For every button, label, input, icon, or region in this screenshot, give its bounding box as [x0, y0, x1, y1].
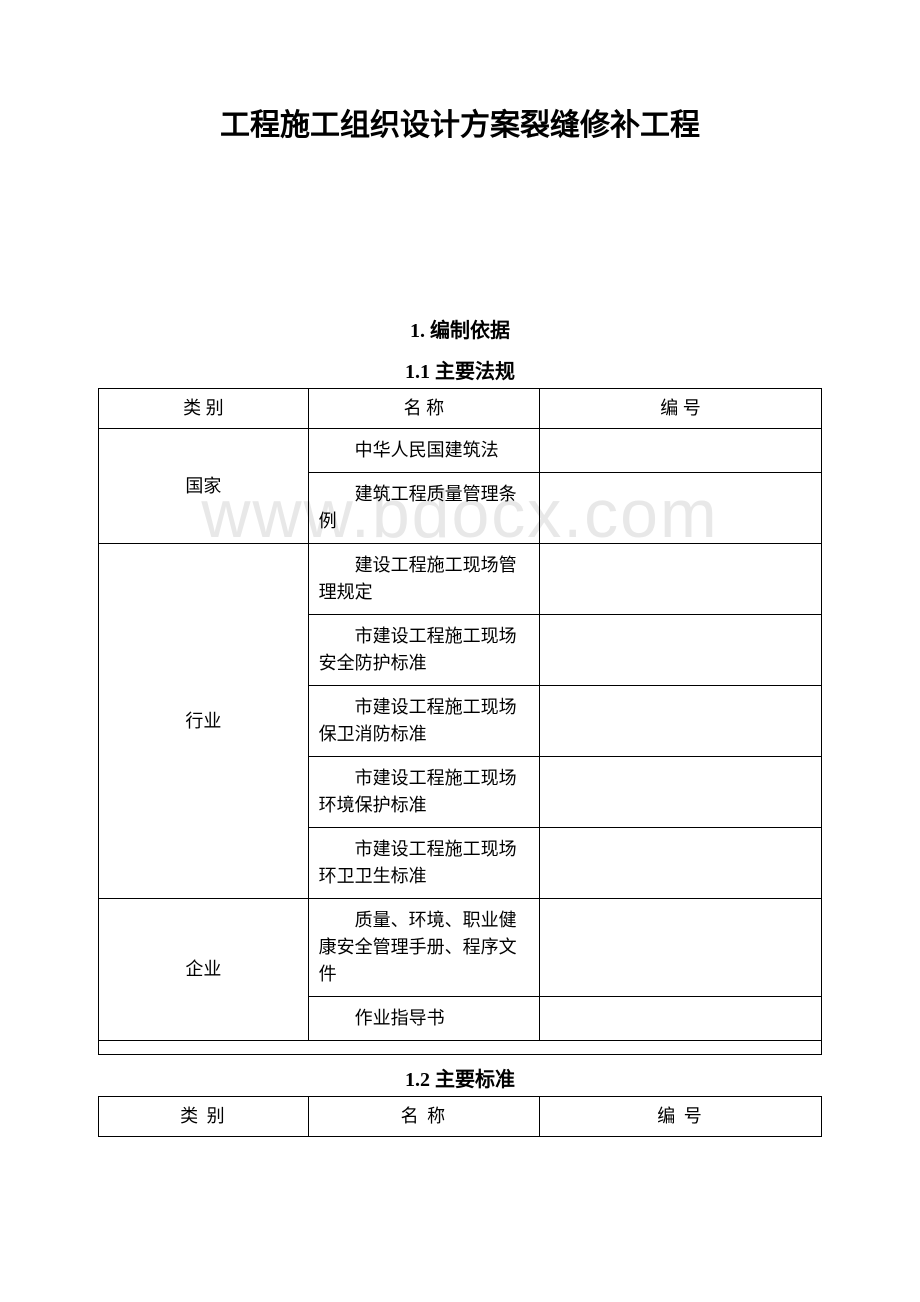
- cell-name: 质量、环境、职业健康安全管理手册、程序文件: [308, 899, 539, 997]
- cell-name: 建设工程施工现场管理规定: [308, 544, 539, 615]
- header-category: 类 别: [99, 389, 309, 429]
- table-header-row: 类 别 名 称 编 号: [99, 389, 822, 429]
- subsection-1-2-heading: 1.2 主要标准: [98, 1063, 822, 1092]
- cell-category: 国家: [99, 429, 309, 544]
- cell-name: 市建设工程施工现场保卫消防标准: [308, 686, 539, 757]
- table-row: 行业 建设工程施工现场管理规定: [99, 544, 822, 615]
- cell-number: [540, 615, 822, 686]
- table-standards: 类 别 名 称 编 号: [98, 1096, 822, 1137]
- cell-category: 企业: [99, 899, 309, 1041]
- cell-number: [540, 544, 822, 615]
- table-regulations: 类 别 名 称 编 号 国家 中华人民国建筑法 建筑工程质量管理条例 行业 建设…: [98, 388, 822, 1055]
- cell-name: 市建设工程施工现场环卫卫生标准: [308, 828, 539, 899]
- table-header-row: 类 别 名 称 编 号: [99, 1097, 822, 1137]
- cell-number: [540, 997, 822, 1041]
- cell-name: 作业指导书: [308, 997, 539, 1041]
- table-row: 国家 中华人民国建筑法: [99, 429, 822, 473]
- header-name: 名 称: [308, 1097, 539, 1137]
- cell-empty: [99, 1041, 822, 1055]
- cell-name: 市建设工程施工现场环境保护标准: [308, 757, 539, 828]
- cell-number: [540, 686, 822, 757]
- cell-category: 行业: [99, 544, 309, 899]
- table-empty-row: [99, 1041, 822, 1055]
- cell-name: 中华人民国建筑法: [308, 429, 539, 473]
- header-name: 名 称: [308, 389, 539, 429]
- header-number: 编 号: [540, 1097, 822, 1137]
- document-content: 工程施工组织设计方案裂缝修补工程 1. 编制依据 1.1 主要法规 类 别 名 …: [98, 100, 822, 1137]
- section-1-heading: 1. 编制依据: [98, 314, 822, 343]
- cell-number: [540, 473, 822, 544]
- table-row: 企业 质量、环境、职业健康安全管理手册、程序文件: [99, 899, 822, 997]
- cell-number: [540, 429, 822, 473]
- header-number: 编 号: [540, 389, 822, 429]
- subsection-1-1-heading: 1.1 主要法规: [98, 355, 822, 384]
- cell-number: [540, 828, 822, 899]
- cell-number: [540, 757, 822, 828]
- header-category: 类 别: [99, 1097, 309, 1137]
- cell-number: [540, 899, 822, 997]
- cell-name: 建筑工程质量管理条例: [308, 473, 539, 544]
- document-title: 工程施工组织设计方案裂缝修补工程: [98, 100, 822, 144]
- cell-name: 市建设工程施工现场安全防护标准: [308, 615, 539, 686]
